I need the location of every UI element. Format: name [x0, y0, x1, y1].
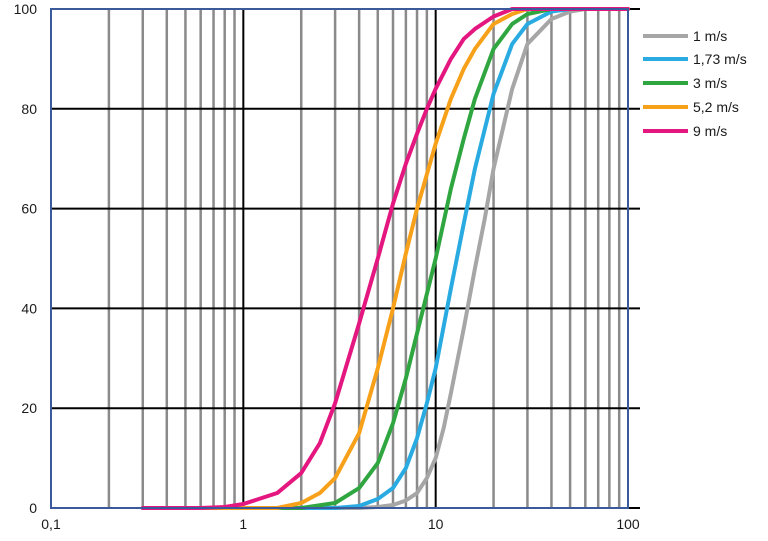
minor-gridlines — [107, 9, 621, 508]
x-tick-label: 0,1 — [41, 516, 61, 532]
series-line-0 — [140, 7, 630, 510]
series-line-3 — [140, 7, 630, 510]
legend-label-3: 5,2 m/s — [693, 99, 739, 115]
y-axis-ticks: 0 20 40 60 80 100 — [14, 1, 38, 516]
x-tick-label: 10 — [428, 516, 444, 532]
legend-label-2: 3 m/s — [693, 75, 727, 91]
series-line-2 — [140, 7, 630, 510]
y-tick-label: 100 — [14, 1, 38, 17]
x-tick-label: 1 — [239, 516, 247, 532]
y-tick-label: 20 — [21, 400, 37, 416]
legend-label-4: 9 m/s — [693, 123, 727, 139]
legend-label-1: 1,73 m/s — [693, 51, 747, 67]
series-line-4 — [140, 7, 630, 510]
y-tick-label: 40 — [21, 300, 37, 316]
y-tick-label: 0 — [29, 500, 37, 516]
x-axis-ticks: 0,1 1 10 100 — [41, 516, 640, 532]
series-line-1 — [140, 7, 630, 510]
y-tick-label: 60 — [21, 201, 37, 217]
legend: 1 m/s 1,73 m/s 3 m/s 5,2 m/s 9 m/s — [643, 28, 747, 139]
plot-frame — [50, 8, 629, 509]
x-tick-label: 100 — [616, 516, 640, 532]
legend-label-0: 1 m/s — [693, 28, 727, 44]
y-tick-label: 80 — [21, 101, 37, 117]
series-lines — [140, 7, 630, 510]
plot-border — [50, 8, 629, 509]
